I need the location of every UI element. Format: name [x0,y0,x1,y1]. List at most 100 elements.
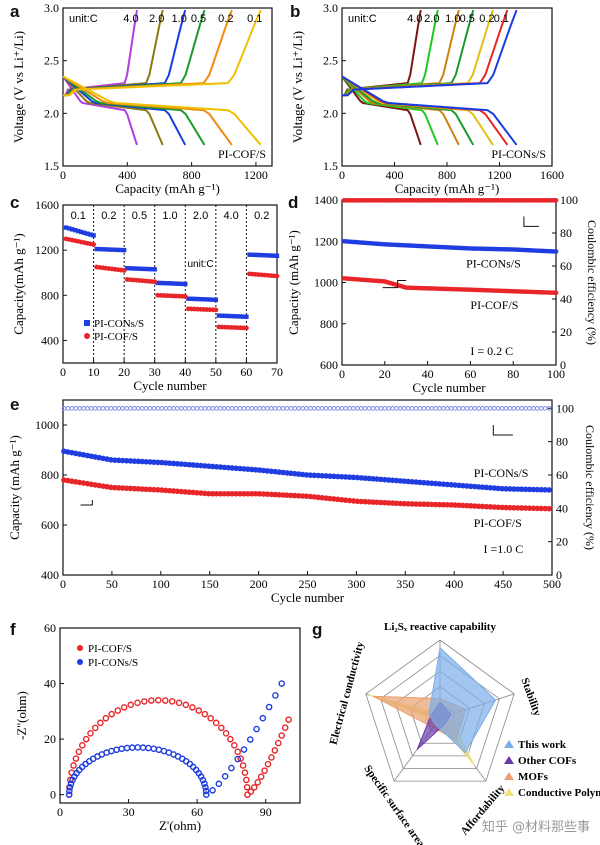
data-point-pi-cons [131,266,136,271]
rate-label: 0.2 [218,13,233,25]
data-point-pi-cons [195,296,200,302]
data-point [440,501,447,508]
y2-tick-label: 60 [556,468,568,482]
nyquist-point-pi-cof [175,699,183,707]
ce-point [476,406,481,411]
data-point-pi-cons [183,281,188,287]
radar-axis-label: Electrical conductivity [328,640,367,746]
ce-point [167,406,172,411]
y2-tick-label: 100 [556,401,574,415]
data-point [432,501,439,508]
x-tick-label: 0 [339,168,345,182]
data-point [209,490,216,497]
legend-label: MOFs [518,771,549,783]
nyquist-point-pi-cof [227,735,234,743]
ce-point [222,406,227,411]
nyquist-point-pi-cons [246,736,254,743]
ce-point [147,406,153,411]
data-point-pi-cons [176,281,182,286]
y-tick-label: 0 [50,788,56,802]
x-tick-label: 150 [201,577,219,591]
data-point-pi-cons [204,297,209,302]
ce-point [343,406,348,411]
legend-label: PI-CONs/S [88,657,138,669]
ce-point [535,406,540,411]
nyquist-point-pi-cons [202,791,210,798]
ce-point [233,406,239,411]
ce-point [124,406,129,411]
charge-curve-0.1 [62,9,262,97]
data-point-pi-cons [85,231,90,236]
segment-rate-label: 1.0 [162,210,177,222]
discharge-curve-2.0 [62,75,164,146]
data-point-pi-cons [66,226,72,231]
ce-point [108,406,114,411]
data-point-pi-cof [213,307,219,313]
y-tick-label: 3.0 [323,1,338,15]
discharge-curve-4.0 [62,75,138,146]
discharge-curve-2.0 [341,75,439,146]
ce-point [112,406,118,411]
data-point [417,501,423,507]
nyquist-point-pi-cof [264,760,272,768]
data-point [542,505,548,512]
nyquist-point-pi-cons [209,786,216,794]
data-point [421,501,427,508]
ce-point [81,406,86,411]
ce-point [116,406,122,411]
x-tick-label: 0 [57,805,63,819]
data-point-pi-cof [274,273,280,279]
nyquist-point-pi-cof [239,762,247,769]
ce-point [143,406,149,411]
nyquist-point-pi-cons [199,776,207,784]
data-point-pi-cons [76,228,81,234]
nyquist-point-pi-cof [161,697,169,704]
data-point [237,490,243,497]
ce-point [179,406,184,411]
data-point [217,490,224,497]
segment-rate-label: 0.5 [132,210,147,222]
ce-point [315,406,321,411]
y-tick-label: 1000 [35,418,59,432]
nyquist-point-pi-cof [91,724,99,732]
segment-rate-label: 0.1 [71,210,86,222]
data-point-pi-cons [180,281,185,287]
legend-marker [504,788,514,796]
panel-label-c: c [10,193,20,212]
legend-marker [77,659,83,665]
nyquist-point-pi-cons [240,746,248,753]
ce-point [441,406,446,411]
data-point-pi-cons [219,313,225,318]
ce-point [304,406,309,411]
data-point-pi-cons [155,280,160,286]
x-tick-label: 60 [240,365,252,379]
axis-indicator-arrow [80,500,93,506]
nyquist-point-pi-cof [195,707,203,714]
ce-point [378,406,384,411]
data-point-pi-cons [167,281,173,286]
ce-point [409,406,415,411]
nyquist-point-pi-cof [222,730,230,737]
x-tick-label: 1200 [244,168,268,182]
ce-point [100,406,106,411]
data-point [514,486,521,492]
nyquist-point-pi-cof [285,716,292,723]
nyquist-point-pi-cons [134,744,142,751]
nyquist-point-pi-cof [254,778,262,786]
ce-point [132,406,137,411]
radar-area-0 [428,646,497,754]
x-tick-label: 10 [88,365,100,379]
nyquist-point-pi-cof [141,698,148,705]
ce-point [245,406,251,411]
nyquist-point-pi-cons [118,745,126,753]
ce-point [546,406,552,411]
x-axis-label: Capacity (mAh g⁻¹) [115,181,220,196]
rate-label: 0.1 [494,13,509,25]
x-tick-label: 50 [210,365,222,379]
ce-point [225,406,231,411]
ce-point [69,406,75,411]
data-point-pi-cons [63,225,69,230]
legend-label: Other COFs [518,755,577,767]
data-point [405,501,412,507]
ce-point [257,406,262,411]
